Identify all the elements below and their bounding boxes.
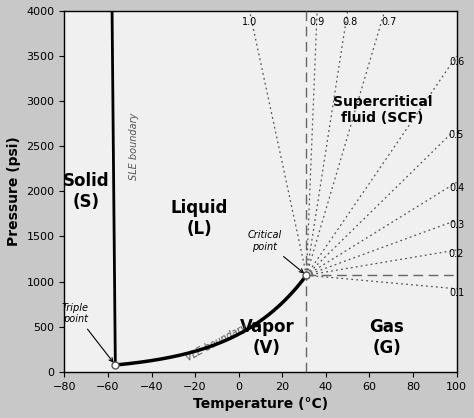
Text: 0.4: 0.4: [449, 183, 464, 193]
Text: 0.5: 0.5: [449, 130, 464, 140]
Y-axis label: Pressure (psi): Pressure (psi): [7, 137, 21, 246]
Text: SLE boundary: SLE boundary: [129, 112, 139, 180]
Text: Supercritical
fluid (SCF): Supercritical fluid (SCF): [333, 95, 432, 125]
Text: Critical
point: Critical point: [248, 230, 303, 273]
Text: Gas
(G): Gas (G): [369, 318, 404, 357]
Text: Liquid
(L): Liquid (L): [171, 199, 228, 238]
Text: 0.9: 0.9: [310, 17, 325, 27]
Text: 0.3: 0.3: [449, 220, 464, 230]
Text: 0.7: 0.7: [381, 17, 397, 27]
X-axis label: Temperature (°C): Temperature (°C): [193, 397, 328, 411]
Text: 0.2: 0.2: [449, 249, 464, 259]
Text: VLE boundary: VLE boundary: [184, 323, 249, 363]
Text: 0.1: 0.1: [449, 288, 464, 298]
Text: Triple
point: Triple point: [62, 303, 113, 362]
Text: 0.8: 0.8: [342, 17, 357, 27]
Text: Solid
(S): Solid (S): [63, 172, 109, 211]
Text: 0.6: 0.6: [449, 57, 464, 67]
Text: 1.0: 1.0: [242, 17, 257, 27]
Text: Vapor
(V): Vapor (V): [240, 318, 294, 357]
